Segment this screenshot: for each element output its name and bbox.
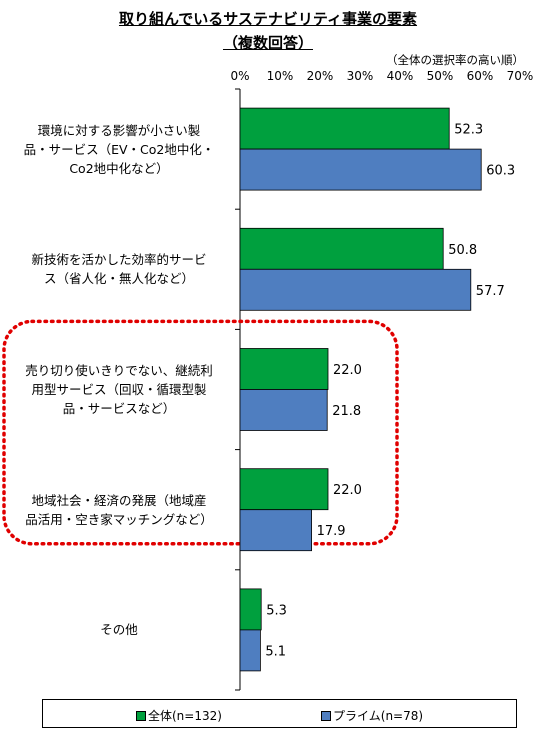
category-label-line: 品活用・空き家マッチングなど） xyxy=(25,511,213,527)
bar xyxy=(239,107,450,150)
data-label: 50.8 xyxy=(448,243,477,258)
data-label: 5.1 xyxy=(265,644,286,659)
chart-title: 取り組んでいるサステナビリティ事業の要素 xyxy=(118,10,418,28)
category-label: 売り切り使いきりでない、継続利 用型サービス（回収・循環型製 品・サービスなど） xyxy=(10,361,228,418)
data-label: 52.3 xyxy=(454,123,483,138)
category-label-line: ス（省人化・無人化など） xyxy=(43,271,194,287)
bar xyxy=(239,227,444,270)
bar xyxy=(239,588,262,631)
highlight-box xyxy=(2,319,399,546)
data-label: 21.8 xyxy=(332,404,361,419)
legend-swatch-total xyxy=(136,710,146,721)
category-label-line: 新技術を活かした効率的サービ xyxy=(31,252,207,268)
bar xyxy=(239,629,261,672)
x-tick-label: 60% xyxy=(467,69,494,83)
legend: 全体(n=132) プライム(n=78) xyxy=(42,699,517,728)
category-label-line: 地域社会・経済の発展（地域産 xyxy=(31,492,207,508)
data-label: 22.0 xyxy=(333,363,362,378)
category-label-line: 用型サービス（回収・循環型製 xyxy=(31,382,207,397)
bar xyxy=(239,468,329,511)
category-label: 新技術を活かした効率的サービ ス（省人化・無人化など） xyxy=(10,250,228,288)
bar xyxy=(239,268,472,311)
bar xyxy=(239,148,482,191)
bar xyxy=(239,509,312,552)
data-label: 17.9 xyxy=(317,524,346,539)
chart-subtitle: （複数回答） xyxy=(222,34,313,52)
x-tick-label: 30% xyxy=(347,69,374,83)
category-label-line: 品・サービスなど） xyxy=(62,401,176,416)
data-label: 60.3 xyxy=(486,164,515,179)
category-label: 地域社会・経済の発展（地域産 品活用・空き家マッチングなど） xyxy=(10,491,228,529)
category-label-line: 環境に対する影響が小さい製 xyxy=(37,122,201,138)
category-label-line: 売り切り使いきりでない、継続利 xyxy=(25,363,213,378)
data-label: 5.3 xyxy=(266,603,287,618)
x-tick-label: 10% xyxy=(267,69,294,83)
data-label: 57.7 xyxy=(476,284,505,299)
category-label: 環境に対する影響が小さい製 品・サービス（EV・Co2地中化・ Co2地中化など） xyxy=(10,121,228,178)
category-label-line: Co2地中化など） xyxy=(69,160,169,176)
bar xyxy=(239,348,329,390)
sort-order-note: （全体の選択率の高い順） xyxy=(386,53,524,67)
bar xyxy=(239,389,328,431)
x-tick-label: 50% xyxy=(427,69,454,83)
x-tick-label: 70% xyxy=(507,69,534,83)
legend-item-total: 全体(n=132) xyxy=(136,707,222,724)
category-label-line: その他 xyxy=(100,622,138,638)
legend-item-prime: プライム(n=78) xyxy=(321,707,423,724)
x-tick-label: 40% xyxy=(387,69,414,83)
x-tick-label: 20% xyxy=(307,69,334,83)
legend-label-total: 全体(n=132) xyxy=(148,709,222,723)
category-label: その他 xyxy=(10,620,228,639)
legend-swatch-prime xyxy=(321,710,331,721)
legend-label-prime: プライム(n=78) xyxy=(333,709,424,723)
data-label: 22.0 xyxy=(333,483,362,498)
category-label-line: 品・サービス（EV・Co2地中化・ xyxy=(23,141,215,157)
x-tick-label: 0% xyxy=(230,69,249,83)
